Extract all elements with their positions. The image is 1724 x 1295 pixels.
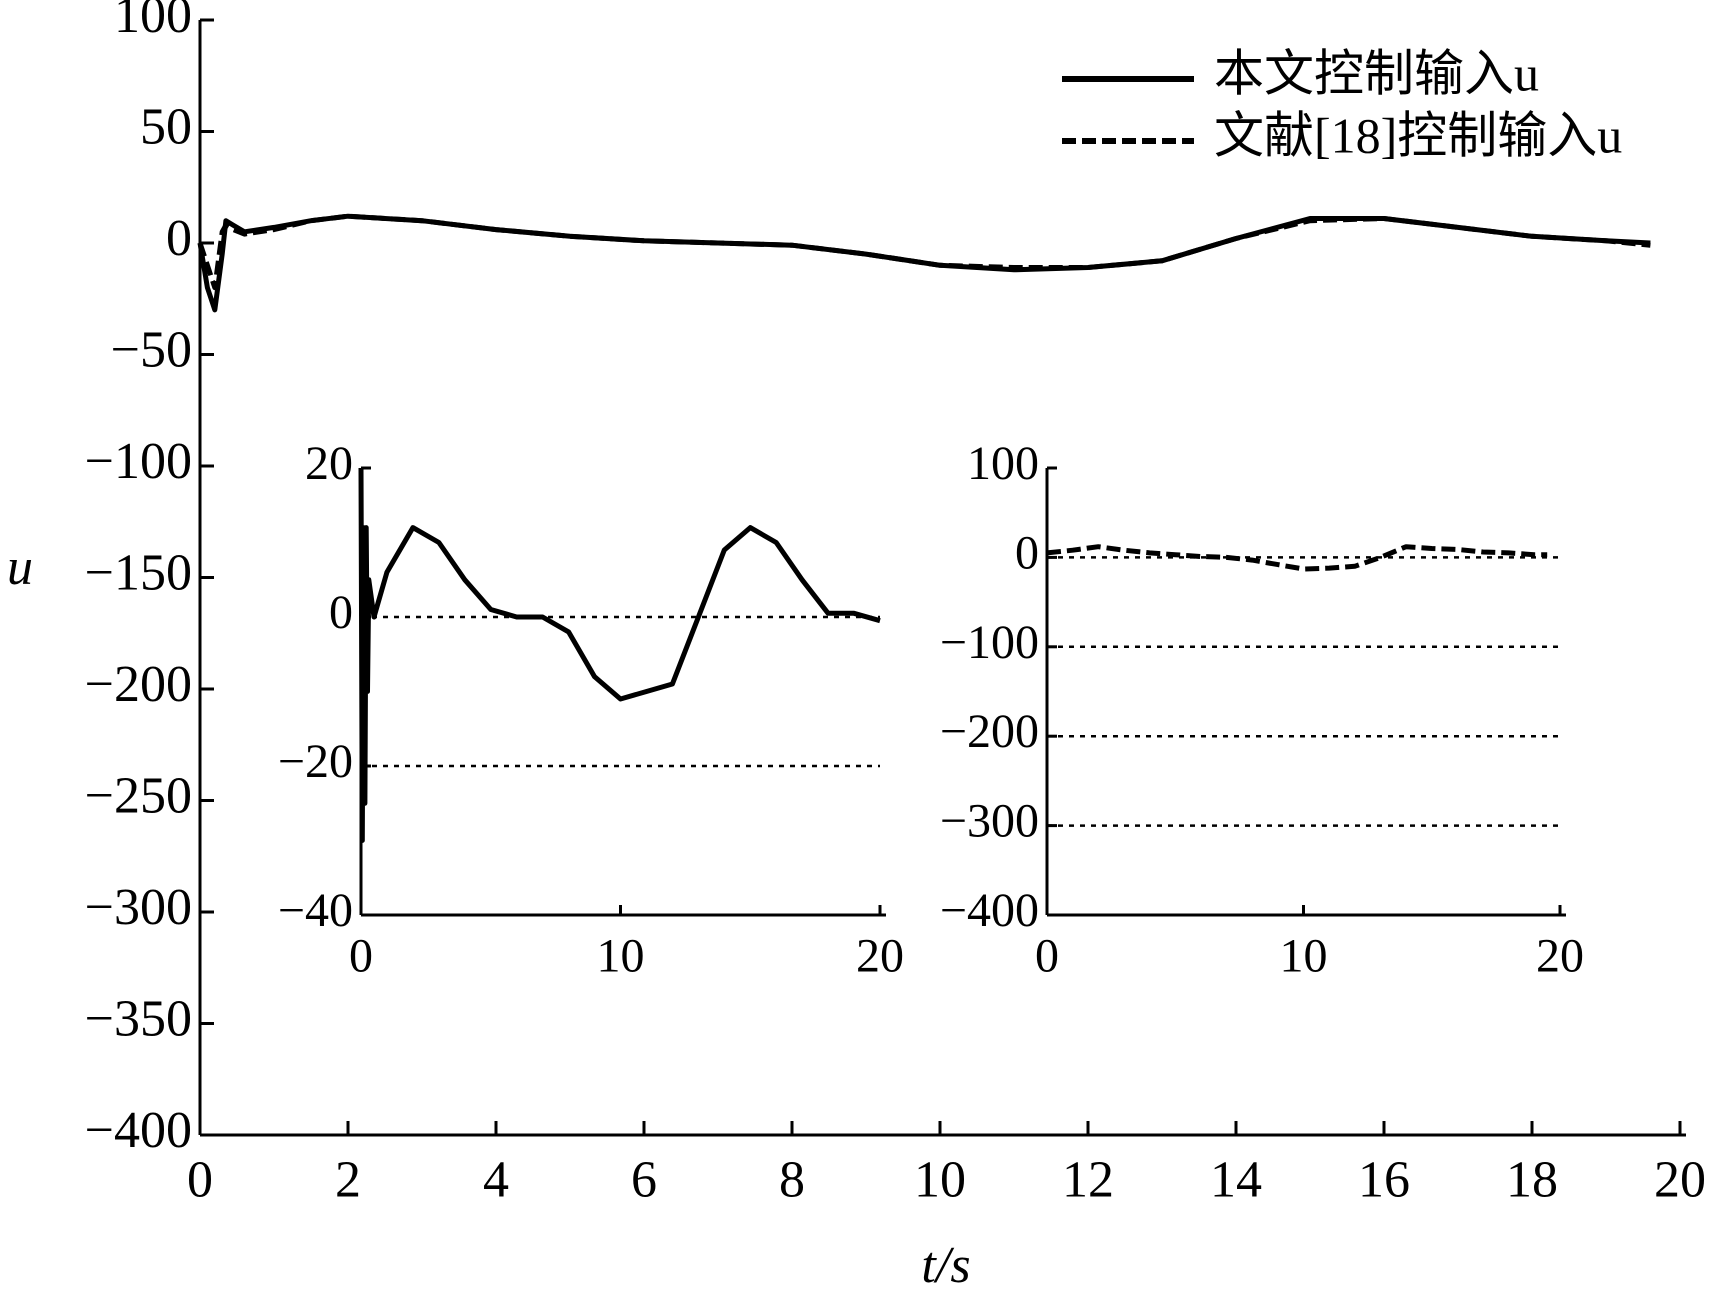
y-tick-label: −400 [940,884,1039,937]
y-tick-label: 0 [1015,526,1039,579]
y-tick-label: −40 [278,884,353,937]
x-axis-label: t/s [921,1237,970,1294]
y-tick-label: −300 [85,879,192,936]
data-line [1046,544,1548,572]
y-tick-label: 20 [305,437,353,490]
x-tick-label: 20 [856,930,904,983]
y-tick-label: −100 [940,616,1039,669]
x-tick-label: 0 [349,930,373,983]
x-tick-label: 6 [631,1151,657,1208]
data-line [197,213,1651,291]
x-tick-label: 20 [1654,1151,1706,1208]
y-tick-label: 0 [329,586,353,639]
y-tick-label: −200 [85,656,192,713]
legend-label: 文献[18]控制输入u [1214,107,1622,163]
x-tick-label: 20 [1536,930,1584,983]
x-tick-label: 10 [597,930,645,983]
y-tick-label: −100 [85,433,192,490]
y-tick-label: 50 [140,98,192,155]
y-tick-label: −350 [85,990,192,1047]
x-tick-label: 0 [187,1151,213,1208]
x-tick-label: 12 [1062,1151,1114,1208]
y-tick-label: −50 [111,321,192,378]
data-line [358,467,881,843]
x-tick-label: 10 [914,1151,966,1208]
y-tick-label: 0 [166,210,192,267]
x-tick-label: 10 [1280,930,1328,983]
y-tick-label: 100 [114,0,192,44]
y-axis-label: u [7,539,33,596]
y-tick-label: −20 [278,735,353,788]
y-tick-label: −150 [85,544,192,601]
legend-label: 本文控制输入u [1214,45,1539,101]
x-tick-label: 0 [1035,930,1059,983]
x-tick-label: 18 [1506,1151,1558,1208]
x-tick-label: 2 [335,1151,361,1208]
y-tick-label: −400 [85,1102,192,1159]
x-tick-label: 4 [483,1151,509,1208]
y-tick-label: 100 [967,437,1039,490]
x-tick-label: 16 [1358,1151,1410,1208]
data-line [197,213,1651,313]
y-tick-label: −250 [85,767,192,824]
y-tick-label: −300 [940,795,1039,848]
x-tick-label: 14 [1210,1151,1262,1208]
x-tick-label: 8 [779,1151,805,1208]
y-tick-label: −200 [940,705,1039,758]
